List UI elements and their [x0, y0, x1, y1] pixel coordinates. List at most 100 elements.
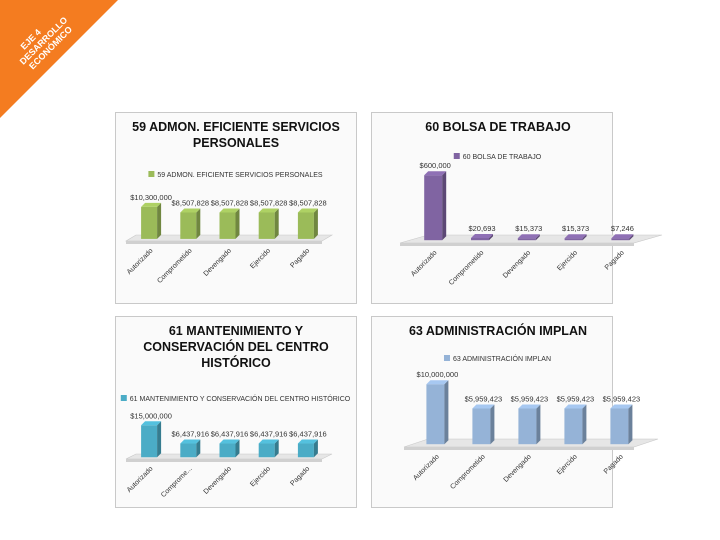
- banner-triangle: [0, 0, 118, 118]
- chart-floor-edge: [126, 459, 322, 462]
- bar-devengado: [219, 439, 240, 458]
- bar-devengado: [219, 208, 240, 239]
- chart-title-line: PERSONALES: [193, 136, 279, 150]
- bar-comprometido: [471, 233, 493, 241]
- chart-title-line: 63 ADMINISTRACIÓN IMPLAN: [409, 323, 587, 338]
- data-label: $20,693: [468, 224, 495, 233]
- chart-title-line: 60 BOLSA DE TRABAJO: [425, 120, 571, 134]
- bar-side: [196, 208, 201, 239]
- category-label: Comprometido: [156, 247, 193, 284]
- category-label: Pagado: [289, 465, 311, 487]
- bar-front: [141, 206, 158, 239]
- bar-top: [219, 208, 240, 213]
- category-label: Comprome...: [160, 465, 194, 499]
- bar-ejercido: [258, 208, 279, 239]
- bar-side: [235, 208, 240, 239]
- bar-top: [471, 233, 493, 238]
- bar-top: [297, 439, 318, 444]
- legend-swatch: [148, 171, 155, 177]
- legend-swatch: [453, 153, 460, 159]
- category-label: Pagado: [603, 453, 625, 475]
- bar-top: [219, 439, 240, 444]
- bar-devengado: [518, 404, 541, 445]
- bar-comprometido: [472, 404, 495, 445]
- category-label: Devengado: [502, 249, 532, 279]
- bar-front: [258, 212, 275, 239]
- bar-top: [297, 208, 318, 213]
- legend-label: 61 MANTENIMIENTO Y CONSERVACIÓN DEL CENT…: [130, 394, 351, 403]
- data-label: $6,437,916: [172, 430, 210, 439]
- data-label: $5,959,423: [603, 394, 641, 403]
- data-label: $10,300,000: [130, 193, 172, 202]
- category-label: Comprometido: [449, 453, 486, 490]
- bar-side: [274, 439, 279, 458]
- bar-pagado: [297, 208, 318, 239]
- bar-top: [610, 404, 633, 409]
- chart-59-admon: 59 ADMON. EFICIENTE SERVICIOS PERSONALES 5…: [124, 120, 340, 285]
- chart-floor-edge: [404, 447, 634, 450]
- bar-autorizado: [141, 202, 162, 239]
- bar-front: [472, 408, 491, 445]
- corner-banner: EJE 4 DESARROLLO ECONÓMICO: [0, 0, 118, 118]
- bar-top: [180, 439, 201, 444]
- bar-front: [297, 443, 314, 458]
- chart-panel-59: 59 ADMON. EFICIENTE SERVICIOS PERSONALES 5…: [115, 112, 357, 304]
- bar-side: [489, 233, 493, 241]
- legend-label: 63 ADMINISTRACIÓN IMPLAN: [453, 354, 551, 363]
- bar-side: [629, 234, 634, 241]
- bar-comprome: [180, 439, 201, 458]
- data-label: $5,959,423: [465, 394, 503, 403]
- chart-floor-edge: [400, 243, 634, 246]
- category-label: Devengado: [203, 465, 233, 495]
- bar-top: [472, 404, 495, 409]
- bar-top: [258, 439, 279, 444]
- bar-top: [424, 171, 447, 176]
- chart-title-line: CONSERVACIÓN DEL CENTRO: [143, 339, 329, 354]
- data-label: $8,507,828: [211, 198, 249, 207]
- bar-front: [611, 238, 630, 241]
- bar-ejercido: [564, 404, 587, 445]
- bar-side: [628, 404, 633, 445]
- bar-side: [535, 234, 540, 241]
- bar-front: [610, 408, 629, 445]
- bar-autorizado: [424, 171, 447, 241]
- bar-side: [442, 171, 447, 241]
- legend-label: 60 BOLSA DE TRABAJO: [463, 154, 542, 161]
- bar-top: [141, 202, 162, 207]
- data-label: $6,437,916: [211, 430, 249, 439]
- bar-front: [219, 212, 236, 239]
- category-label: Autorizado: [410, 249, 439, 278]
- bar-top: [517, 234, 540, 239]
- bar-side: [235, 439, 240, 458]
- bar-side: [274, 208, 279, 239]
- category-label: Pagado: [289, 247, 311, 269]
- category-label: Pagado: [604, 249, 626, 271]
- chart-panel-63: 63 ADMINISTRACIÓN IMPLAN 63 ADMINISTRACIÓ…: [371, 316, 659, 508]
- bar-front: [518, 408, 537, 445]
- bar-front: [564, 408, 583, 445]
- bar-front: [517, 238, 536, 241]
- category-label: Ejercido: [556, 453, 579, 476]
- data-label: $5,959,423: [557, 394, 595, 403]
- chart-legend: 63 ADMINISTRACIÓN IMPLAN: [443, 354, 551, 363]
- bar-front: [141, 425, 158, 458]
- bar-devengado: [517, 234, 540, 241]
- bar-front: [564, 238, 583, 241]
- bar-pagado: [297, 439, 318, 458]
- bar-front: [258, 443, 275, 458]
- bar-front: [180, 212, 197, 239]
- bar-comprometido: [180, 208, 201, 239]
- category-label: Ejercido: [556, 249, 579, 272]
- bar-front: [219, 443, 236, 458]
- data-label: $8,507,828: [172, 198, 210, 207]
- bar-side: [536, 404, 541, 445]
- bar-ejercido: [564, 234, 587, 241]
- bar-pagado: [611, 234, 634, 241]
- chart-title-line: HISTÓRICO: [201, 355, 271, 370]
- chart-panel-61: 61 MANTENIMIENTO Y CONSERVACIÓN DEL CENTR…: [115, 316, 357, 508]
- bar-top: [141, 421, 162, 426]
- bar-autorizado: [141, 421, 162, 458]
- category-label: Devengado: [203, 247, 233, 277]
- data-label: $15,373: [515, 224, 542, 233]
- category-label: Autorizado: [126, 465, 155, 494]
